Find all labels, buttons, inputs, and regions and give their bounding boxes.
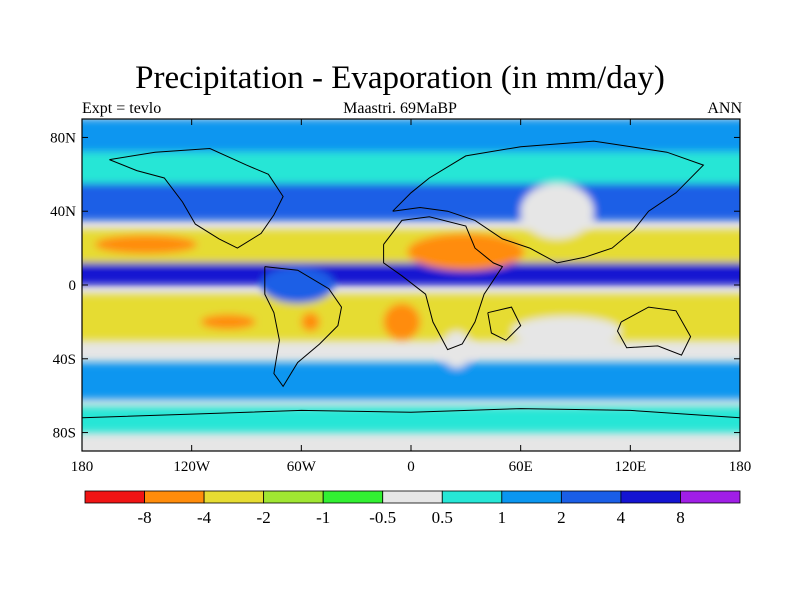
colorbar-swatch	[560, 490, 622, 504]
blob-indian-ocean-grey	[511, 316, 622, 346]
precipitation-field	[82, 119, 740, 433]
colorbar-label: 1	[498, 508, 507, 527]
map-plot-area	[82, 119, 740, 451]
blob-south-pacific-orange	[200, 314, 256, 330]
blob-north-pacific-orange	[94, 235, 198, 254]
y-tick-label: 40S	[53, 352, 76, 368]
antarctica-coast	[82, 408, 740, 419]
colorbar-swatch	[382, 490, 443, 504]
south-america-coast	[264, 266, 343, 388]
x-tick-label: 180	[71, 459, 94, 475]
colorbar-label: -2	[257, 508, 271, 527]
y-tick-label: 0	[69, 278, 77, 294]
blob-asia-grey	[520, 183, 594, 239]
colorbar-label: 4	[617, 508, 626, 527]
colorbar-label: -0.5	[369, 508, 396, 527]
x-tick-label: 120W	[173, 459, 211, 475]
band-south-midlat-blue	[82, 362, 740, 400]
colorbar-label: -4	[197, 508, 212, 527]
y-tick-label: 80S	[53, 426, 76, 442]
colorbar-swatch	[263, 490, 324, 504]
blob-amazon-blue	[261, 266, 335, 304]
north-america-coast	[109, 147, 284, 249]
experiment-label: Expt = tevlo	[82, 100, 162, 117]
x-tick-label: 120E	[614, 459, 646, 475]
australia-coast	[616, 306, 692, 356]
colorbar-swatch	[322, 490, 384, 504]
colorbar-label: 0.5	[432, 508, 453, 527]
period-label: Maastri. 69MaBP	[343, 100, 457, 117]
blob-south-america-orange	[301, 312, 320, 332]
colorbar-swatch	[441, 490, 503, 504]
plot-title: Precipitation - Evaporation (in mm/day)	[135, 60, 665, 96]
band-north-midlat-blue	[82, 183, 740, 221]
colorbar-swatch	[203, 490, 265, 504]
band-itcz	[82, 262, 740, 285]
map-axes: 180 120W 60W 0 60E 120E 180 80N 40N 0 40S 80S	[50, 119, 751, 475]
colorbar: -8 -4 -2 -1 -0.5 0.5 1 2 4 8	[84, 490, 741, 527]
y-tick-label: 80N	[50, 130, 76, 146]
colorbar-swatch	[620, 490, 681, 504]
colorbar-label: -1	[316, 508, 330, 527]
coastlines	[82, 140, 740, 419]
colorbar-label: 8	[676, 508, 685, 527]
x-tick-label: 0	[407, 459, 415, 475]
y-tick-label: 40N	[50, 204, 76, 220]
x-tick-label: 180	[729, 459, 752, 475]
colorbar-swatch	[144, 490, 205, 504]
season-label: ANN	[707, 100, 742, 117]
x-tick-label: 60W	[287, 459, 317, 475]
blob-south-africa-orange	[383, 303, 421, 341]
colorbar-swatch	[680, 490, 741, 504]
x-tick-label: 60E	[509, 459, 533, 475]
blob-north-africa-orange	[407, 233, 525, 271]
colorbar-swatch	[84, 490, 145, 504]
colorbar-label: -8	[137, 508, 151, 527]
colorbar-label: 2	[557, 508, 566, 527]
band-antarctic-cyan	[82, 406, 740, 433]
africa-coast	[383, 216, 504, 351]
band-north-cyan	[82, 152, 740, 184]
eurasia-coast	[392, 140, 705, 264]
colorbar-swatch	[501, 490, 562, 504]
india-coast	[487, 306, 522, 341]
